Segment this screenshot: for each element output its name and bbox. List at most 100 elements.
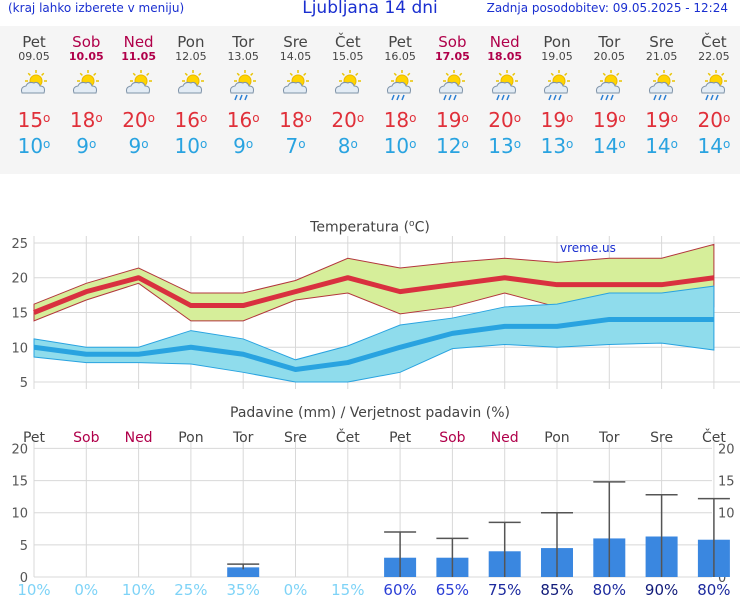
- temp-max: 20o: [488, 108, 522, 132]
- precip-probability: 25%: [174, 581, 207, 599]
- forecast-day: Sob 10.05 18o 9o: [60, 26, 112, 159]
- day-name: Pon: [177, 33, 205, 51]
- precip-probability: 80%: [697, 581, 730, 599]
- temp-max: 20o: [697, 108, 731, 132]
- forecast-day: Tor 20.05 19o 14o: [583, 26, 635, 159]
- forecast-day: Pon 12.05 16o 10o: [165, 26, 217, 159]
- temp-min: 8o: [337, 134, 358, 158]
- day-label: Sre: [650, 430, 673, 446]
- forecast-day: Sre 21.05 19o 14o: [636, 26, 688, 159]
- day-label: Pon: [544, 430, 569, 446]
- forecast-day: Pon 19.05 19o 13o: [531, 26, 583, 159]
- day-name: Ned: [123, 33, 154, 51]
- temp-min: 13o: [540, 134, 574, 158]
- precip-probability: 10%: [17, 581, 50, 599]
- precip-probability: 75%: [488, 581, 521, 599]
- day-name: Ned: [489, 33, 520, 51]
- temp-min: 13o: [488, 134, 522, 158]
- y-tick-label-right: 15: [718, 475, 735, 490]
- day-date: 17.05: [434, 50, 470, 63]
- partly-cloudy-icon: [165, 69, 217, 101]
- day-label: Pon: [178, 430, 203, 446]
- min-temp-line: [33, 316, 714, 373]
- forecast-day: Sob 17.05 19o 12o: [426, 26, 478, 159]
- y-tick-label: 10: [11, 341, 28, 356]
- temp-min: 10o: [383, 134, 417, 158]
- temp-min: 9o: [233, 134, 254, 158]
- precip-probability: 10%: [122, 581, 155, 599]
- day-date: 19.05: [541, 50, 573, 63]
- partly-cloudy-icon: [60, 69, 112, 101]
- partly-cloudy-icon: [8, 69, 60, 101]
- y-tick-label-left: 0: [20, 571, 28, 586]
- temp-min: 10o: [174, 134, 208, 158]
- day-label: Sre: [284, 430, 307, 446]
- day-date: 20.05: [593, 50, 626, 63]
- temp-max: 20o: [122, 108, 155, 132]
- temperature-chart: 5 10 15 20 25 vreme.us: [11, 236, 740, 391]
- y-tick-label-right: 10: [718, 507, 735, 522]
- min-temp-band: [33, 285, 715, 383]
- precip-probability: 90%: [645, 581, 678, 599]
- day-label: Ned: [125, 430, 153, 446]
- forecast-day: Pet 16.05 18o 10o: [374, 26, 426, 159]
- day-name: Pet: [388, 33, 412, 51]
- precip-probability: 0%: [284, 581, 308, 599]
- precip-chart-title: Padavine (mm) / Verjetnost padavin (%): [230, 405, 510, 421]
- last-update-timestamp: Zadnja posodobitev: 09.05.2025 - 12:24: [486, 1, 728, 15]
- day-date: 21.05: [645, 50, 678, 63]
- temperature-chart-title: Temperatura (oC): [310, 219, 430, 236]
- temp-max: 16o: [174, 108, 208, 132]
- day-label: Čet: [336, 428, 360, 446]
- temp-min: 9o: [76, 134, 97, 158]
- temp-min: 12o: [435, 134, 469, 158]
- sun-rain-icon: [374, 69, 426, 101]
- day-date: 13.05: [227, 50, 259, 63]
- precipitation-chart: Pet Sob Ned Pon Tor Sre Čet Pet Sob Ned Pon Tor Sre Č…: [11, 428, 735, 599]
- day-date: 10.05: [68, 50, 104, 63]
- day-date: 09.05: [18, 50, 50, 63]
- precip-probability: 60%: [383, 581, 416, 599]
- temp-max: 19o: [592, 108, 626, 132]
- sun-rain-icon: [636, 69, 688, 101]
- sun-rain-icon: [583, 69, 635, 101]
- day-name: Čet: [701, 33, 727, 51]
- day-name: Tor: [598, 33, 621, 51]
- day-label: Sob: [439, 430, 465, 446]
- day-name: Sob: [72, 33, 101, 51]
- sun-rain-icon: [479, 69, 531, 101]
- temp-max: 16o: [226, 108, 260, 132]
- day-date: 15.05: [332, 50, 364, 63]
- day-date: 11.05: [121, 50, 156, 63]
- sun-rain-icon: [688, 69, 740, 101]
- day-label: Čet: [702, 428, 726, 446]
- watermark: vreme.us: [560, 241, 616, 255]
- header-bar: (kraj lahko izberete v meniju) Ljubljana…: [0, 0, 740, 22]
- temp-max: 19o: [540, 108, 574, 132]
- partly-cloudy-icon: [322, 69, 374, 101]
- day-name: Pon: [543, 33, 571, 51]
- y-tick-label: 25: [11, 237, 28, 252]
- temp-min: 7o: [285, 134, 306, 158]
- y-tick-label: 5: [20, 376, 28, 391]
- forecast-day: Sre 14.05 18o 7o: [270, 26, 322, 159]
- forecast-day: Čet 22.05 20o 14o: [688, 26, 740, 159]
- location-menu-hint[interactable]: (kraj lahko izberete v meniju): [8, 1, 185, 15]
- sun-rain-icon: [426, 69, 478, 101]
- sun-rain-icon: [531, 69, 583, 101]
- temp-max: 19o: [435, 108, 469, 132]
- temp-max: 20o: [331, 108, 365, 132]
- y-tick-label-right: 20: [718, 442, 735, 457]
- forecast-day: Tor 13.05 16o 9o: [217, 26, 269, 159]
- day-name: Čet: [335, 33, 361, 51]
- temp-max: 15o: [17, 108, 51, 132]
- precip-probability: 35%: [227, 581, 260, 599]
- day-date: 22.05: [698, 50, 730, 63]
- day-date: 16.05: [384, 50, 416, 63]
- partly-cloudy-icon: [270, 69, 322, 101]
- y-tick-label-right: 0: [718, 571, 726, 586]
- y-tick-label-left: 10: [11, 507, 28, 522]
- y-tick-label: 15: [11, 307, 28, 322]
- day-label: Tor: [598, 430, 620, 446]
- sun-rain-icon: [217, 69, 269, 101]
